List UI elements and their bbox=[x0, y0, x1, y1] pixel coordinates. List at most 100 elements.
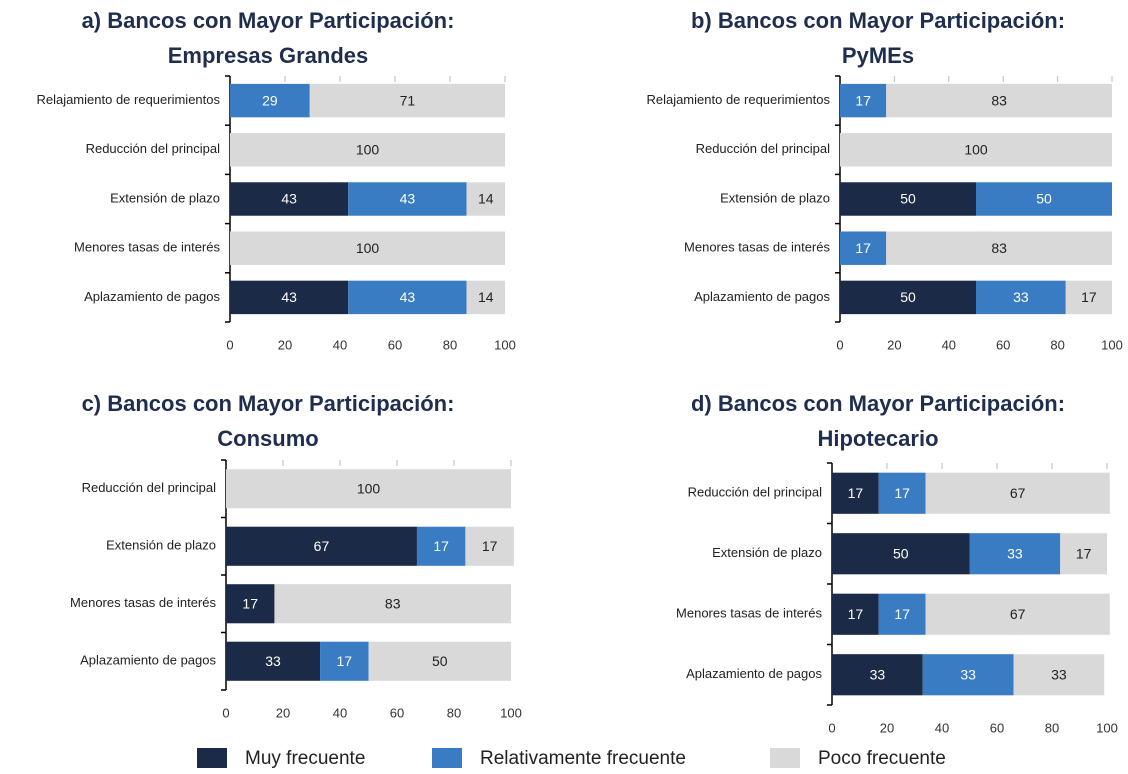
value-label: 50 bbox=[893, 545, 909, 561]
x-tick-label: 0 bbox=[226, 337, 233, 352]
bar-segment bbox=[840, 133, 1112, 167]
value-label: 43 bbox=[400, 191, 416, 207]
bar-segment bbox=[230, 83, 310, 118]
bar-segment bbox=[832, 654, 923, 696]
bar-segment bbox=[1065, 280, 1112, 315]
bar-segment bbox=[886, 83, 1112, 118]
bar-segment bbox=[886, 231, 1112, 265]
value-label: 17 bbox=[242, 595, 258, 611]
bar-segment bbox=[1013, 654, 1105, 696]
value-label: 14 bbox=[478, 191, 494, 207]
category-label: Reducción del principal bbox=[688, 485, 823, 500]
x-tick-label: 20 bbox=[278, 337, 292, 352]
bar-segment bbox=[832, 593, 879, 635]
chart-title: PyMEs bbox=[842, 43, 914, 68]
bar-segment bbox=[969, 533, 1061, 575]
x-tick-label: 60 bbox=[990, 720, 1004, 735]
chart-title: d) Bancos con Mayor Participación: bbox=[691, 391, 1065, 416]
bar-segment bbox=[840, 280, 976, 315]
legend-swatch bbox=[432, 748, 462, 768]
value-label: 43 bbox=[281, 289, 297, 305]
value-label: 50 bbox=[432, 653, 448, 669]
bar-segment bbox=[832, 533, 970, 575]
bar-segment bbox=[226, 584, 275, 624]
value-label: 43 bbox=[281, 191, 297, 207]
bar-segment bbox=[878, 472, 926, 514]
x-tick-label: 100 bbox=[1101, 337, 1123, 352]
bar-segment bbox=[230, 231, 505, 265]
value-label: 17 bbox=[848, 485, 864, 501]
value-label: 33 bbox=[870, 666, 886, 682]
bar-segment bbox=[466, 280, 505, 315]
value-label: 17 bbox=[894, 606, 910, 622]
value-label: 17 bbox=[848, 606, 864, 622]
value-label: 17 bbox=[1076, 545, 1092, 561]
category-label: Aplazamiento de pagos bbox=[686, 666, 822, 681]
category-label: Relajamiento de requerimientos bbox=[646, 92, 830, 107]
x-tick-label: 20 bbox=[880, 720, 894, 735]
value-label: 67 bbox=[1010, 485, 1026, 501]
bar-segment bbox=[922, 654, 1014, 696]
category-label: Extensión de plazo bbox=[106, 538, 216, 553]
category-label: Aplazamiento de pagos bbox=[80, 653, 216, 668]
bar-segment bbox=[274, 584, 511, 624]
value-label: 100 bbox=[356, 240, 380, 256]
x-tick-label: 0 bbox=[828, 720, 835, 735]
value-label: 17 bbox=[855, 92, 871, 108]
bar-segment bbox=[878, 593, 926, 635]
value-label: 100 bbox=[356, 142, 380, 158]
bar-segment bbox=[466, 182, 505, 216]
bar-segment bbox=[1060, 533, 1107, 575]
category-label: Extensión de plazo bbox=[712, 545, 822, 560]
value-label: 29 bbox=[262, 92, 278, 108]
bar-segment bbox=[226, 526, 417, 566]
bar-segment bbox=[925, 472, 1110, 514]
value-label: 33 bbox=[960, 666, 976, 682]
bar-segment bbox=[925, 593, 1110, 635]
category-label: Relajamiento de requerimientos bbox=[36, 92, 220, 107]
legend-swatch bbox=[770, 748, 800, 768]
category-label: Extensión de plazo bbox=[720, 190, 830, 205]
x-tick-label: 100 bbox=[494, 337, 516, 352]
bar-segment bbox=[230, 280, 349, 315]
x-tick-label: 80 bbox=[1050, 337, 1064, 352]
legend-label: Muy frecuente bbox=[245, 748, 365, 769]
value-label: 83 bbox=[991, 240, 1007, 256]
x-tick-label: 0 bbox=[222, 705, 229, 720]
value-label: 100 bbox=[964, 142, 988, 158]
bar-segment bbox=[840, 182, 976, 216]
bar-segment bbox=[976, 182, 1112, 216]
value-label: 14 bbox=[478, 289, 494, 305]
value-label: 17 bbox=[482, 538, 498, 554]
value-label: 83 bbox=[385, 595, 401, 611]
chart-title: a) Bancos con Mayor Participación: bbox=[82, 8, 455, 33]
category-label: Reducción del principal bbox=[82, 480, 217, 495]
value-label: 100 bbox=[357, 480, 381, 496]
category-label: Menores tasas de interés bbox=[74, 240, 220, 255]
x-tick-label: 100 bbox=[500, 705, 522, 720]
bar-segment bbox=[840, 231, 887, 265]
category-label: Extensión de plazo bbox=[110, 190, 220, 205]
bar-segment bbox=[840, 83, 887, 118]
category-label: Reducción del principal bbox=[696, 141, 831, 156]
bar-segment bbox=[230, 133, 505, 167]
bar-segment bbox=[226, 469, 511, 509]
category-label: Menores tasas de interés bbox=[676, 606, 822, 621]
category-label: Menores tasas de interés bbox=[70, 595, 216, 610]
x-tick-label: 20 bbox=[276, 705, 290, 720]
x-tick-label: 60 bbox=[388, 337, 402, 352]
chart-title: Consumo bbox=[217, 426, 318, 451]
bar-segment bbox=[465, 526, 514, 566]
bar-segment bbox=[348, 280, 467, 315]
chart-title: b) Bancos con Mayor Participación: bbox=[691, 8, 1065, 33]
value-label: 17 bbox=[433, 538, 449, 554]
bar-segment bbox=[320, 641, 369, 681]
value-label: 17 bbox=[336, 653, 352, 669]
value-label: 71 bbox=[400, 92, 416, 108]
value-label: 67 bbox=[1010, 606, 1026, 622]
value-label: 33 bbox=[1007, 545, 1023, 561]
value-label: 50 bbox=[1036, 191, 1052, 207]
value-label: 43 bbox=[400, 289, 416, 305]
x-tick-label: 80 bbox=[447, 705, 461, 720]
